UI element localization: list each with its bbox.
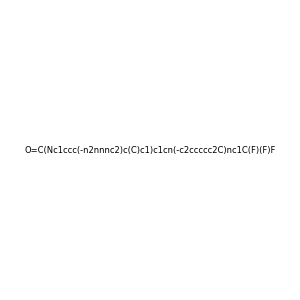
Text: O=C(Nc1ccc(-n2nnnc2)c(C)c1)c1cn(-c2ccccc2C)nc1C(F)(F)F: O=C(Nc1ccc(-n2nnnc2)c(C)c1)c1cn(-c2ccccc… [24, 146, 276, 154]
